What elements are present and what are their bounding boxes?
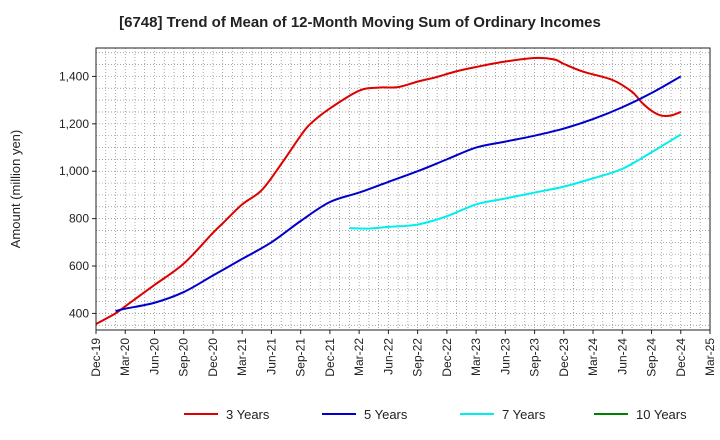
y-axis-ticks: 400 600 800 1,000 1,200 1,400 — [59, 69, 96, 320]
series-line-7-years — [349, 133, 682, 230]
x-tick-label: Dec-22 — [440, 338, 454, 377]
x-tick-label: Dec-23 — [557, 338, 571, 377]
x-tick-label: Sep-21 — [294, 338, 308, 377]
x-tick-label: Sep-24 — [645, 338, 659, 377]
y-tick-label: 1,400 — [59, 69, 89, 83]
x-tick-label: Dec-19 — [89, 338, 103, 377]
x-tick-label: Dec-20 — [206, 338, 220, 377]
x-tick-label: Jun-24 — [615, 338, 629, 375]
series-line-5-years — [115, 75, 682, 313]
x-tick-label: Mar-24 — [586, 338, 600, 376]
x-tick-label: Jun-23 — [498, 338, 512, 375]
plot-frame — [95, 47, 711, 331]
chart-title: [6748] Trend of Mean of 12-Month Moving … — [119, 14, 601, 31]
grid — [96, 48, 710, 330]
x-tick-label: Jun-20 — [147, 338, 161, 375]
x-tick-label: Mar-21 — [235, 338, 249, 376]
x-axis-ticks: Dec-19 Mar-20 Jun-20 Sep-20 Dec-20 Mar-21 Jun-… — [89, 330, 717, 377]
y-axis-title: Amount (million yen) — [8, 130, 23, 249]
y-tick-label: 1,000 — [59, 164, 89, 178]
legend-label-3-years: 3 Years — [226, 407, 270, 422]
y-tick-label: 1,200 — [59, 117, 89, 131]
y-tick-label: 400 — [69, 306, 89, 320]
x-tick-label: Mar-25 — [703, 338, 717, 376]
x-tick-label: Mar-23 — [469, 338, 483, 376]
x-tick-label: Jun-22 — [381, 338, 395, 375]
legend-label-5-years: 5 Years — [364, 407, 408, 422]
legend-label-7-years: 7 Years — [502, 407, 546, 422]
x-tick-label: Dec-24 — [674, 338, 688, 377]
x-tick-label: Mar-20 — [118, 338, 132, 376]
x-tick-label: Sep-23 — [528, 338, 542, 377]
x-tick-label: Sep-20 — [177, 338, 191, 377]
legend: 3 Years 5 Years 7 Years 10 Years — [184, 407, 687, 422]
x-tick-label: Sep-22 — [411, 338, 425, 377]
x-tick-label: Dec-21 — [323, 338, 337, 377]
series-lines — [95, 56, 682, 325]
series-line-3-years — [95, 56, 682, 325]
x-tick-label: Jun-21 — [264, 338, 278, 375]
y-tick-label: 600 — [69, 259, 89, 273]
x-tick-label: Mar-22 — [352, 338, 366, 376]
legend-label-10-years: 10 Years — [636, 407, 687, 422]
y-tick-label: 800 — [69, 212, 89, 226]
